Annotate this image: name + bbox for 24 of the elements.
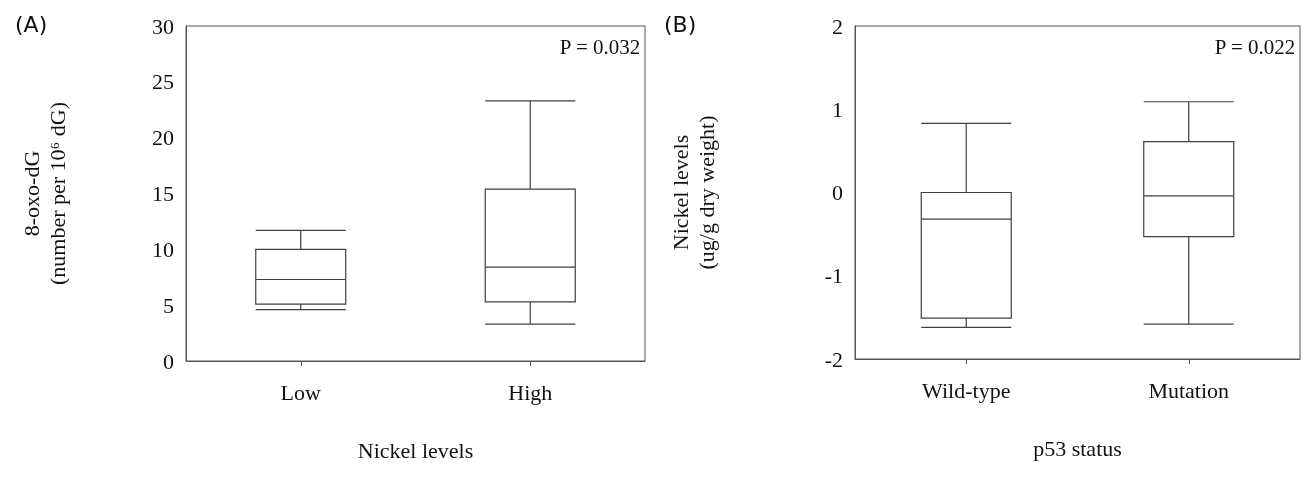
y-tick-label: 15 xyxy=(152,181,174,206)
x-tick-label: Wild-type xyxy=(922,377,1011,403)
y-tick-label: 5 xyxy=(163,292,174,318)
y-tick-label: 30 xyxy=(152,13,174,39)
y-tick-label: -1 xyxy=(824,263,843,289)
y-axis-title: Nickel levels (ug/g dry weight) xyxy=(667,115,719,270)
chart-title: (A) xyxy=(15,11,48,37)
x-tick-label: Mutation xyxy=(1148,377,1230,403)
y-tick-label: 25 xyxy=(152,69,174,95)
annotation: P = 0.022 xyxy=(1214,34,1296,59)
y-axis-title: 8-oxo-dG (number per 10⁶ dG) xyxy=(18,101,70,286)
x-axis-title: Nickel levels xyxy=(357,437,474,463)
y-tick-label: 0 xyxy=(832,180,843,205)
x-tick-label: Low xyxy=(280,379,322,405)
y-tick-label: 1 xyxy=(832,96,843,122)
x-tick-label: High xyxy=(508,379,553,405)
x-axis-title: p53 status xyxy=(1033,435,1122,461)
y-tick-label: 10 xyxy=(152,236,174,262)
y-tick-label: 20 xyxy=(152,125,174,151)
y-tick-label: -2 xyxy=(824,346,843,372)
y-tick-label: 2 xyxy=(832,13,843,39)
y-tick-label: 0 xyxy=(163,348,174,374)
annotation: P = 0.032 xyxy=(559,34,641,59)
chart-title: (B) xyxy=(664,11,697,37)
